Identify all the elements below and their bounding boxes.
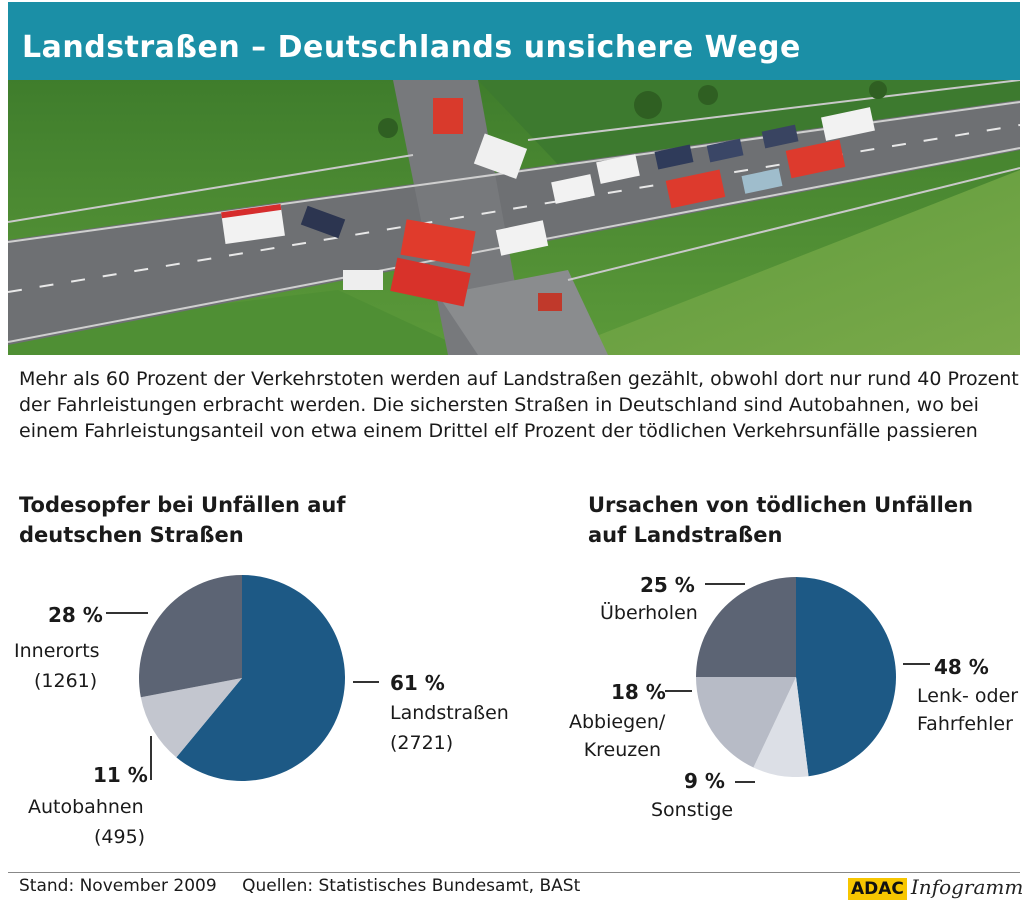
label-sonstige: 9 % [684,766,725,796]
label-abbiegen-name-line-1: Abbiegen/ [569,711,666,733]
label-ueberholen-name: Überholen [600,602,698,624]
label-innerorts-percent: 28 % [48,603,103,627]
label-autobahnen-name: Autobahnen [28,796,144,818]
label-lenkfehler: 48 % [934,652,989,682]
label-landstrassen-percent: 61 % [390,671,445,695]
pie-slice-sonstige [753,677,809,777]
right-chart-title-line-2: auf Landstraßen [588,523,783,547]
label-autobahnen-text: Autobahnen (495) [28,792,145,852]
label-ueberholen-percent: 25 % [640,573,695,597]
right-pie-chart [696,577,896,777]
left-chart-title: Todesopfer bei Unfällen auf deutschen St… [19,490,346,550]
leader-line-ueberholen [705,583,745,585]
adac-infogramm-logo: ADAC Infogramm [848,875,1023,900]
label-autobahnen-percent: 11 % [93,763,148,787]
left-pie-chart [139,575,345,781]
footer-sources: Stand: November 2009 Quellen: Statistisc… [19,876,600,896]
label-abbiegen: 18 % [611,677,666,707]
label-innerorts-count: (1261) [34,670,98,692]
page-title: Landstraßen – Deutschlands unsichere Weg… [22,30,801,65]
label-ueberholen-text: Überholen [600,598,698,628]
leader-line-lenkfehler [903,663,930,665]
photo-illustration [8,80,1020,355]
label-ueberholen: 25 % [640,570,695,600]
label-lenkfehler-percent: 48 % [934,655,989,679]
label-autobahnen: 11 % [93,762,148,789]
label-innerorts-text: Innerorts (1261) [14,636,100,696]
pie-slice-autobahnen [140,678,242,758]
aerial-accident-photo [8,80,1020,355]
pie-slice-innerorts [139,575,242,698]
footer-quellen: Quellen: Statistisches Bundesamt, BASt [242,876,581,896]
right-chart-title-line-1: Ursachen von tödlichen Unfällen [588,493,974,517]
label-sonstige-text: Sonstige [651,795,733,825]
pie-slice-lenk-oder-fahrfehler [796,577,896,777]
label-innerorts-name: Innerorts [14,640,100,662]
label-sonstige-name: Sonstige [651,799,734,821]
leader-line-landstrassen [353,681,379,683]
pie-slice-abbiegen-kreuzen [696,677,796,768]
right-chart-title: Ursachen von tödlichen Unfällen auf Land… [588,490,973,550]
intro-text: Mehr als 60 Prozent der Verkehrstoten we… [19,368,1019,442]
footer-stand: Stand: November 2009 [19,876,217,896]
label-lenkfehler-text: Lenk- oder Fahrfehler [917,682,1018,738]
label-lenkfehler-name-line-2: Fahrfehler [917,713,1013,735]
pie-slice-überholen [696,577,796,677]
pie-slice-landstraßen [176,575,345,781]
label-landstrassen-name: Landstraßen [390,702,509,724]
label-abbiegen-name-line-2: Kreuzen [583,739,661,761]
left-chart-title-line-2: deutschen Straßen [19,523,244,547]
leader-line-innerorts [106,612,148,614]
label-abbiegen-text: Abbiegen/ Kreuzen [569,708,666,764]
label-landstrassen-count: (2721) [390,732,454,754]
leader-line-autobahnen [150,736,152,780]
leader-line-sonstige [735,781,755,783]
label-landstrassen: 61 % Landstraßen (2721) [390,668,509,758]
infogramm-wordmark: Infogramm [910,875,1024,899]
label-lenkfehler-name-line-1: Lenk- oder [917,685,1019,707]
left-chart-title-line-1: Todesopfer bei Unfällen auf [19,493,346,517]
label-sonstige-percent: 9 % [684,769,725,793]
label-autobahnen-count: (495) [94,826,146,848]
adac-logo: ADAC [848,878,907,900]
label-innerorts: 28 % [48,602,103,629]
leader-line-abbiegen [665,690,692,692]
footer-divider [8,872,1020,873]
title-banner: Landstraßen – Deutschlands unsichere Weg… [8,2,1020,80]
label-abbiegen-percent: 18 % [611,680,666,704]
